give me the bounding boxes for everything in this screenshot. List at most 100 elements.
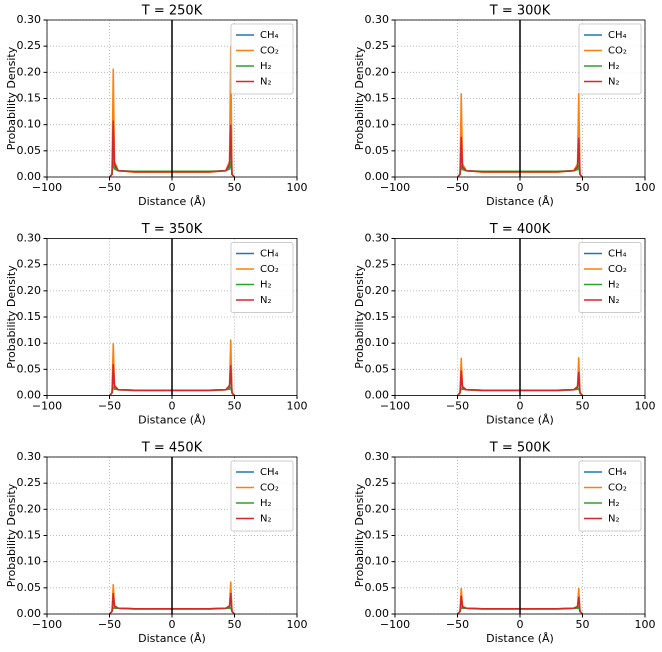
y-tick-label: 0.10 — [365, 336, 390, 349]
chart-title: T = 450K — [141, 441, 203, 456]
x-tick-label: 0 — [517, 400, 524, 413]
y-tick-label: 0.05 — [365, 581, 390, 594]
x-tick-label: 50 — [576, 618, 590, 631]
x-tick-label: 100 — [287, 400, 308, 413]
legend-label: CO₂ — [608, 483, 627, 494]
y-tick-label: 0.15 — [365, 310, 390, 323]
plot-frame — [46, 456, 298, 615]
subplot: 0.00 0.05 0.10 0.15 0.20 0.25 0.30 −100 −50 0 50 10… — [5, 4, 308, 209]
x-axis-label: Distance (Å) — [138, 414, 206, 427]
legend-label: N₂ — [608, 514, 620, 525]
legend-label: H₂ — [608, 498, 620, 509]
legend-label: CH₄ — [608, 467, 627, 478]
y-tick-label: 0.05 — [365, 362, 390, 375]
legend-label: N₂ — [608, 77, 620, 88]
y-axis-label: Probability Density — [353, 265, 366, 369]
x-tick-label: −50 — [98, 181, 121, 194]
y-tick-label: 0.10 — [365, 555, 390, 568]
y-tick-label: 0.30 — [17, 450, 42, 463]
x-tick-label: −50 — [446, 400, 469, 413]
chart-title: T = 250K — [141, 4, 203, 19]
y-tick-label: 0.00 — [365, 607, 390, 620]
legend-label: CH₄ — [608, 30, 627, 41]
y-tick-label: 0.10 — [17, 118, 42, 131]
y-tick-label: 0.25 — [365, 258, 390, 271]
x-axis-label: Distance (Å) — [138, 195, 206, 208]
x-tick-label: −100 — [32, 400, 62, 413]
x-tick-label: 0 — [517, 618, 524, 631]
x-tick-label: 100 — [635, 181, 656, 194]
legend-label: N₂ — [608, 295, 620, 306]
x-tick-label: 50 — [228, 618, 242, 631]
x-tick-label: −50 — [446, 181, 469, 194]
x-axis-label: Distance (Å) — [486, 414, 554, 427]
y-tick-label: 0.05 — [17, 362, 42, 375]
x-tick-label: −100 — [380, 400, 410, 413]
subplot: 0.00 0.05 0.10 0.15 0.20 0.25 0.30 −100 −50 0 50 10… — [5, 222, 308, 427]
y-tick-label: 0.30 — [365, 450, 390, 463]
x-tick-label: 50 — [576, 400, 590, 413]
legend-label: N₂ — [260, 77, 272, 88]
y-tick-label: 0.20 — [365, 284, 390, 297]
y-tick-label: 0.25 — [365, 39, 390, 52]
legend-label: H₂ — [608, 280, 620, 291]
x-axis-label: Distance (Å) — [486, 195, 554, 208]
y-tick-label: 0.25 — [365, 476, 390, 489]
y-axis-label: Probability Density — [353, 46, 366, 150]
x-tick-label: 100 — [635, 400, 656, 413]
legend-label: CH₄ — [260, 467, 279, 478]
legend-label: CH₄ — [608, 249, 627, 260]
x-tick-label: 0 — [169, 400, 176, 413]
y-tick-label: 0.20 — [17, 502, 42, 515]
y-axis-label: Probability Density — [5, 483, 18, 587]
subplot: 0.00 0.05 0.10 0.15 0.20 0.25 0.30 −100 −50 0 50 10… — [353, 222, 656, 427]
y-tick-label: 0.20 — [17, 65, 42, 78]
x-tick-label: 100 — [287, 618, 308, 631]
y-tick-label: 0.20 — [365, 502, 390, 515]
y-tick-label: 0.00 — [365, 170, 390, 183]
plot-frame — [394, 238, 646, 396]
y-tick-label: 0.10 — [365, 118, 390, 131]
x-tick-label: −50 — [98, 400, 121, 413]
y-tick-label: 0.00 — [17, 607, 42, 620]
y-axis-label: Probability Density — [5, 46, 18, 150]
legend-label: CO₂ — [260, 46, 279, 57]
legend-box — [578, 23, 642, 95]
y-axis-label: Probability Density — [353, 483, 366, 587]
legend-box — [230, 23, 294, 95]
y-tick-label: 0.00 — [365, 389, 390, 402]
legend-label: CO₂ — [260, 483, 279, 494]
legend-label: N₂ — [260, 295, 272, 306]
subplot: 0.00 0.05 0.10 0.15 0.20 0.25 0.30 −100 −50 0 50 10… — [5, 441, 308, 646]
legend-box — [578, 242, 642, 313]
x-tick-label: 50 — [228, 181, 242, 194]
x-tick-label: 0 — [169, 181, 176, 194]
y-tick-label: 0.05 — [17, 144, 42, 157]
x-axis-label: Distance (Å) — [486, 632, 554, 645]
legend-label: CO₂ — [608, 264, 627, 275]
legend-label: CO₂ — [260, 264, 279, 275]
x-tick-label: 0 — [169, 618, 176, 631]
legend-label: H₂ — [260, 280, 272, 291]
y-tick-label: 0.10 — [17, 336, 42, 349]
x-tick-label: −100 — [32, 181, 62, 194]
y-tick-label: 0.15 — [17, 529, 42, 542]
x-axis-label: Distance (Å) — [138, 632, 206, 645]
y-tick-label: 0.15 — [17, 310, 42, 323]
y-tick-label: 0.05 — [365, 144, 390, 157]
y-tick-label: 0.15 — [365, 529, 390, 542]
legend-label: H₂ — [608, 61, 620, 72]
x-tick-label: −100 — [380, 181, 410, 194]
plot-frame — [394, 19, 646, 178]
subplot: 0.00 0.05 0.10 0.15 0.20 0.25 0.30 −100 −50 0 50 10… — [353, 441, 656, 646]
y-tick-label: 0.10 — [17, 555, 42, 568]
x-tick-label: 50 — [228, 400, 242, 413]
plot-frame — [394, 456, 646, 615]
y-tick-label: 0.25 — [17, 476, 42, 489]
subplot: 0.00 0.05 0.10 0.15 0.20 0.25 0.30 −100 −50 0 50 10… — [353, 4, 656, 209]
y-tick-label: 0.30 — [365, 13, 390, 26]
x-tick-label: 100 — [635, 618, 656, 631]
y-tick-label: 0.05 — [17, 581, 42, 594]
legend-label: CH₄ — [260, 30, 279, 41]
